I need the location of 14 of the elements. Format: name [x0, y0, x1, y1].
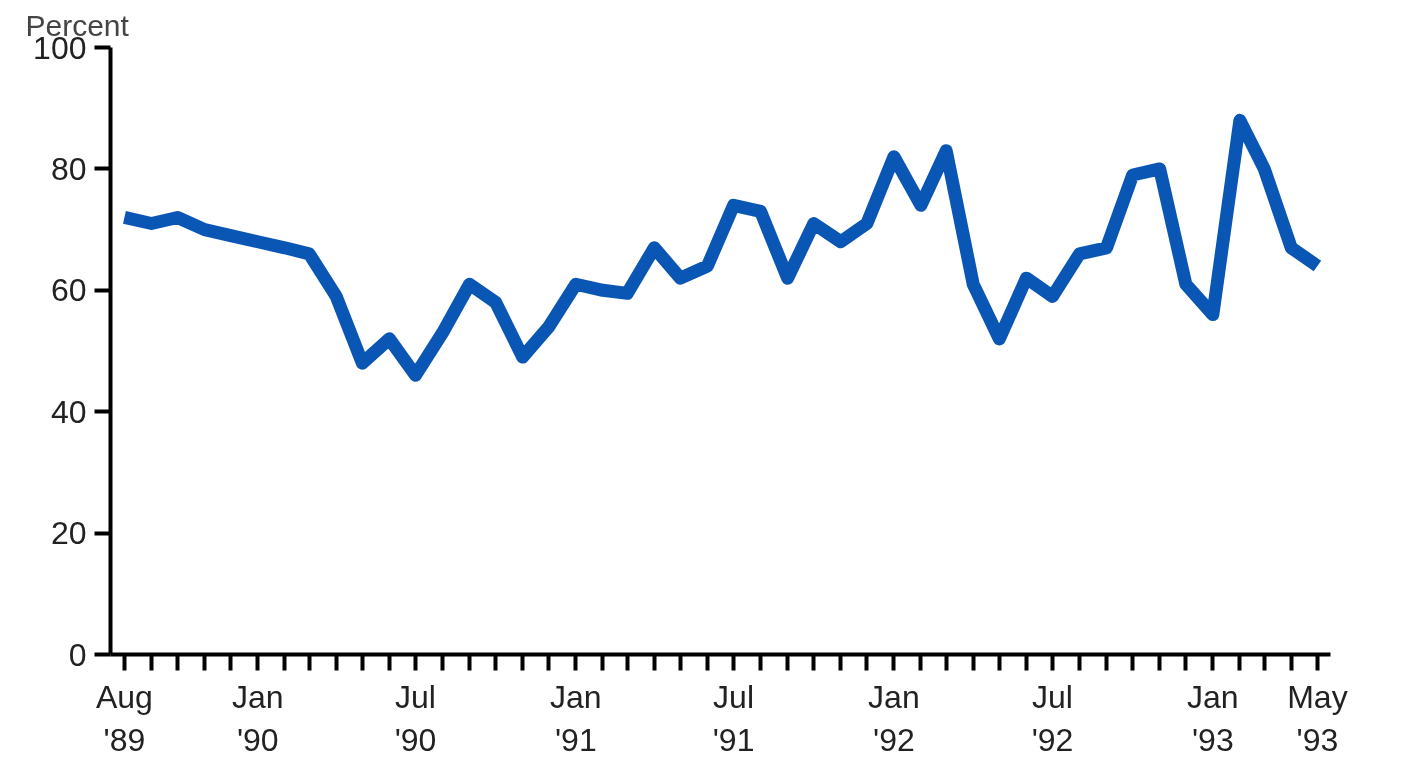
- y-tick-label: 80: [50, 150, 87, 187]
- x-tick-label: Jul '91: [712, 678, 755, 758]
- x-tick-label: Jan '90: [231, 678, 284, 758]
- y-tick-label: 0: [68, 636, 87, 673]
- x-tick-label: Jan '91: [550, 678, 602, 758]
- y-tick-label: 40: [50, 393, 87, 430]
- x-tick-label: Jul '90: [394, 678, 437, 758]
- x-tick-label: Aug '89: [95, 678, 153, 758]
- y-tick-label: 20: [50, 515, 87, 552]
- x-tick-label: Jan '93: [1187, 678, 1239, 758]
- x-tick-label: Jan '92: [868, 678, 920, 758]
- x-tick-label: Jul '92: [1031, 678, 1074, 758]
- x-tick-label: May '93: [1287, 678, 1348, 758]
- y-tick-label: 60: [50, 272, 87, 309]
